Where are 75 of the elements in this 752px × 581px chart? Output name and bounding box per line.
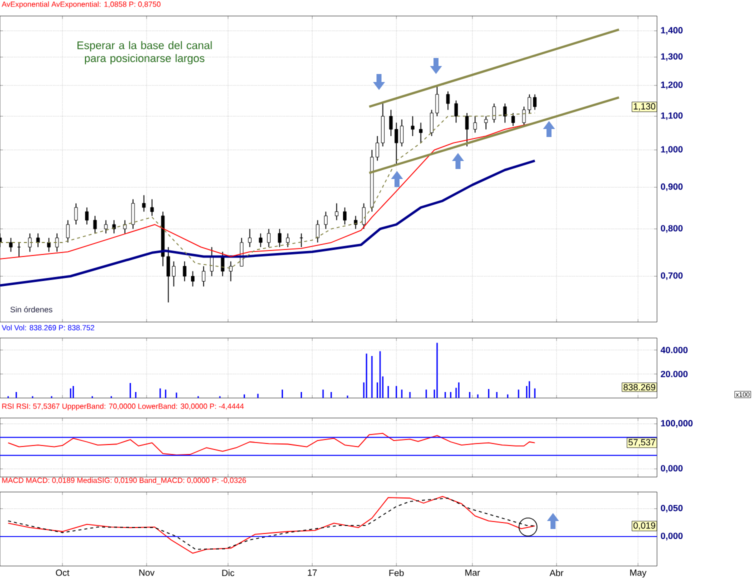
x-tick-label: Mar (465, 570, 480, 576)
y-tick-label: 0,000 (660, 465, 683, 473)
candlestick (142, 194, 146, 212)
candlestick (454, 100, 458, 124)
candlestick (85, 207, 89, 225)
y-tick-label: 20.000 (660, 370, 688, 378)
line-series (8, 432, 536, 456)
candlestick (473, 116, 477, 134)
candlestick (66, 220, 70, 243)
candlestick (123, 220, 127, 234)
candlestick (511, 112, 515, 126)
y-tick-label: 0,900 (660, 183, 683, 192)
candlestick (93, 215, 97, 234)
candlestick (104, 220, 108, 234)
candlestick (410, 116, 414, 137)
x-tick-label: Abr (550, 570, 564, 576)
candlestick (435, 84, 439, 117)
x-tick-label: May (630, 570, 646, 578)
y-tick-label: 100,000 (661, 420, 693, 428)
candlestick (430, 109, 434, 137)
candlestick (316, 220, 320, 243)
candlestick (28, 232, 32, 252)
candlestick (343, 207, 347, 225)
candlestick (172, 260, 176, 287)
candlestick (74, 202, 78, 225)
candlestick (354, 215, 358, 230)
candlestick (400, 118, 404, 147)
y-tick-label: 40.000 (660, 346, 688, 354)
candlestick (47, 237, 51, 252)
y-tick-label: 1,400 (661, 27, 683, 35)
candlestick (492, 103, 496, 124)
line-series (0, 160, 536, 287)
candlestick (484, 116, 488, 130)
candlestick (202, 266, 206, 287)
candlestick (150, 198, 154, 216)
x-tick-label: 17 (308, 570, 317, 576)
candlestick (465, 112, 469, 147)
x-tick-label: Nov (139, 570, 155, 576)
y-tick-label: 0,000 (660, 532, 683, 540)
candlestick (112, 220, 116, 234)
candlestick (248, 228, 252, 248)
candlestick (36, 232, 40, 248)
candlestick (131, 198, 135, 230)
candlestick (191, 270, 194, 287)
candlestick (286, 232, 290, 248)
candlestick (55, 232, 59, 252)
y-tick-label: 0,800 (660, 225, 683, 233)
annotation: 57,537 (628, 439, 656, 446)
x-tick-label: Feb (389, 570, 404, 576)
candlestick (229, 260, 233, 282)
annotation: 838.269 (624, 384, 656, 390)
x-tick-label: Oct (56, 570, 70, 576)
annotation: Esperar a la base del canal para posicionarse largos (78, 41, 212, 64)
candlestick (362, 202, 366, 230)
x-tick-label: Dic (222, 570, 234, 576)
y-tick-label: 1,300 (661, 53, 683, 61)
candlestick (182, 260, 186, 282)
candlestick (334, 202, 338, 221)
annotation: 1,130 (634, 103, 656, 111)
candlestick (533, 94, 537, 110)
y-tick-label: 0,050 (660, 504, 683, 513)
candlestick (278, 228, 282, 248)
candlestick (503, 103, 507, 124)
candlestick (267, 228, 271, 248)
y-tick-label: 0,700 (660, 272, 683, 280)
candlestick (258, 232, 262, 248)
annotation: 0,019 (634, 522, 656, 530)
candlestick (9, 237, 13, 252)
y-tick-label: 1,000 (661, 146, 683, 154)
candlestick (446, 90, 450, 110)
candlestick (324, 211, 328, 230)
y-tick-label: 1,200 (661, 82, 683, 90)
candlestick (166, 246, 170, 303)
candlestick (419, 122, 423, 144)
y-tick-label: 1,100 (661, 112, 683, 120)
